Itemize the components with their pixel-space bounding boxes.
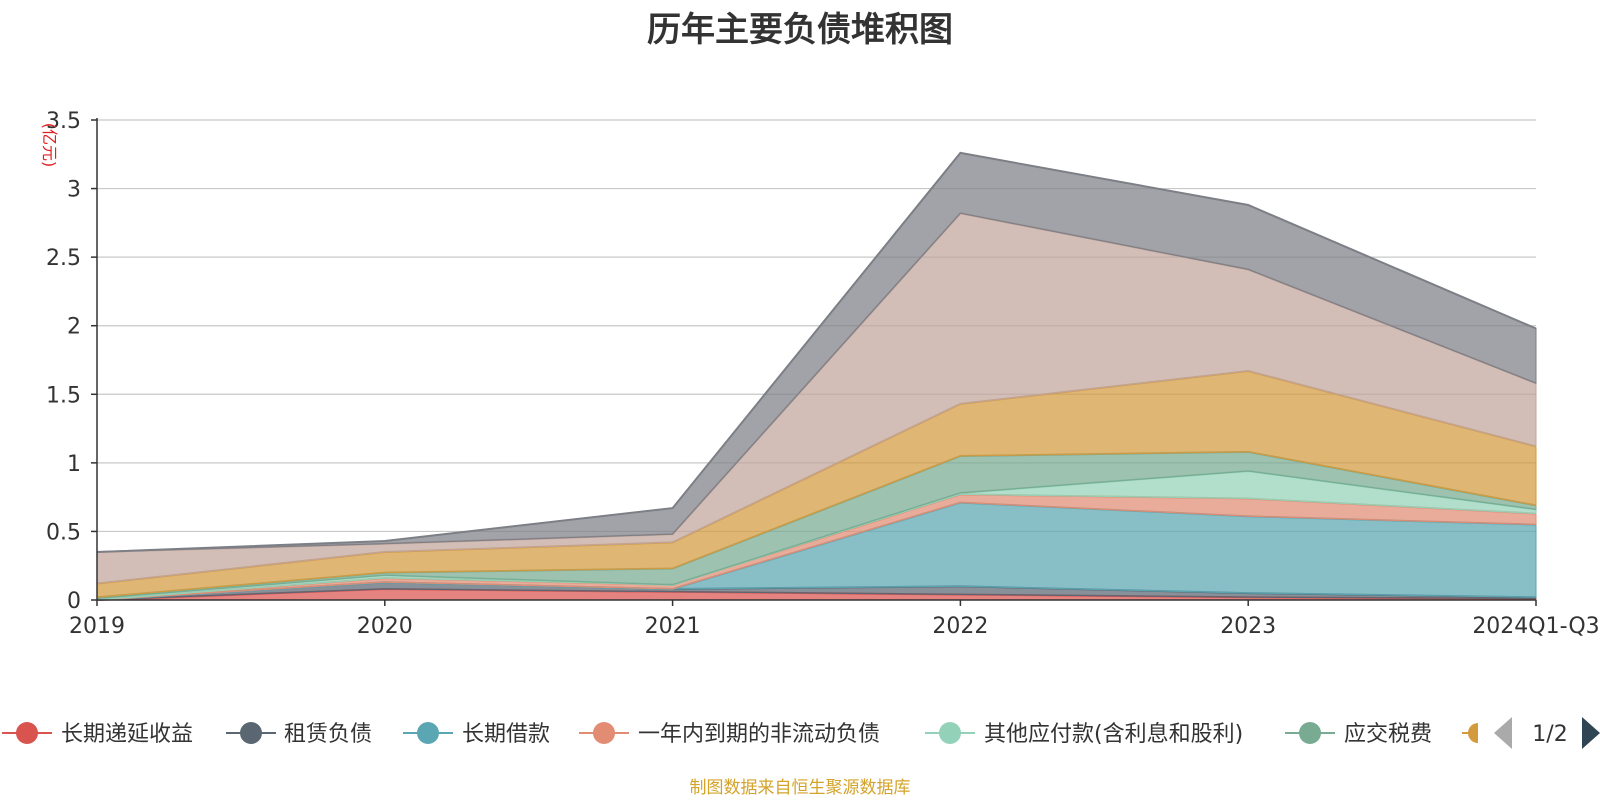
legend-item: 长期递延收益 [2, 722, 193, 747]
legend-swatch-dot [593, 722, 615, 744]
legend-item: 应交税费 [1285, 722, 1432, 747]
x-tick-label: 2023 [1220, 614, 1276, 639]
legend-label: 其他应付款(含利息和股利) [984, 722, 1243, 747]
legend-label: 租赁负债 [284, 722, 372, 747]
legend-swatch-dot-partial [1468, 723, 1478, 743]
x-tick-label: 2020 [357, 614, 413, 639]
y-tick-label: 0 [67, 589, 81, 614]
x-tick-label: 2021 [645, 614, 701, 639]
prev-page-arrow-icon[interactable] [1494, 717, 1512, 749]
legend-label: 长期借款 [462, 722, 550, 747]
legend-item: 其他应付款(含利息和股利) [925, 722, 1243, 747]
y-tick-label: 0.5 [46, 520, 81, 545]
x-tick-label: 2022 [932, 614, 988, 639]
x-tick-label: 2019 [69, 614, 125, 639]
area-series-line [96, 151, 1537, 553]
y-tick-label: 3 [67, 178, 81, 203]
axes: 0 0.5 1 1.5 2 2.5 3 3.5 2019 2020 2021 2022 2023 2024… [40, 109, 1600, 639]
y-unit-label: (亿元) [40, 123, 59, 168]
y-tick-label: 2.5 [46, 246, 81, 271]
y-tick-label: 2 [67, 315, 81, 340]
legend-swatch-dot [1299, 722, 1321, 744]
legend-swatch-dot [240, 722, 262, 744]
y-tick-label: 1 [67, 452, 81, 477]
legend-label: 长期递延收益 [61, 722, 193, 747]
legend-item: 长期借款 [403, 722, 550, 747]
legend-swatch-dot [939, 722, 961, 744]
legend-swatch-dot [417, 722, 439, 744]
legend-label: 应交税费 [1344, 722, 1432, 747]
legend-item: 租赁负债 [226, 722, 372, 747]
chart-title: 历年主要负债堆积图 [647, 10, 953, 50]
data-source-note: 制图数据来自恒生聚源数据库 [689, 778, 911, 798]
legend: 长期递延收益 租赁负债 长期借款 一年内到期的非流动负债 其他应付款(含利息和股利) 应交… [2, 717, 1600, 749]
x-tick-label: 2024Q1-Q3 [1472, 614, 1599, 639]
legend-swatch-dot [16, 722, 38, 744]
next-page-arrow-icon[interactable] [1582, 717, 1600, 749]
area-series [96, 151, 1537, 601]
legend-item: 一年内到期的非流动负债 [579, 722, 880, 747]
legend-page-indicator: 1/2 [1532, 722, 1567, 747]
y-tick-label: 3.5 [46, 109, 81, 134]
y-tick-label: 1.5 [46, 383, 81, 408]
legend-label: 一年内到期的非流动负债 [638, 722, 880, 747]
